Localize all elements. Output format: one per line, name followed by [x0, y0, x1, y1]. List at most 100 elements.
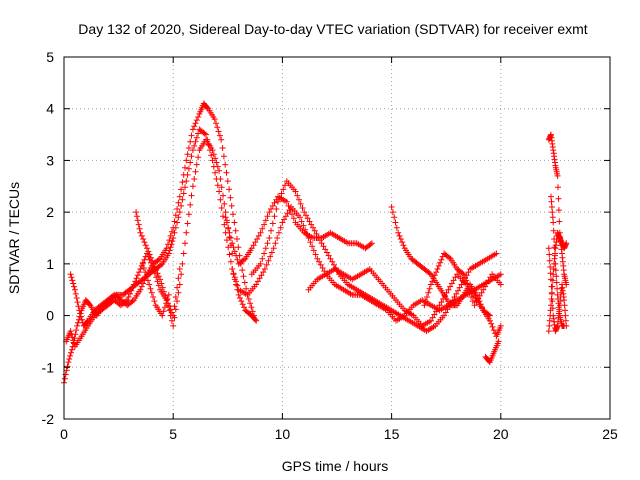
- data-point: [161, 304, 168, 311]
- data-point: [265, 257, 272, 264]
- data-points: [61, 100, 570, 386]
- data-point: [136, 269, 143, 276]
- data-point: [310, 247, 317, 254]
- data-point: [216, 132, 223, 139]
- y-tick-label: 3: [46, 152, 54, 168]
- data-point: [563, 240, 570, 247]
- data-point: [168, 309, 175, 316]
- data-point: [187, 159, 194, 166]
- data-point: [269, 202, 276, 209]
- data-point: [232, 227, 239, 234]
- series-track11: [421, 250, 493, 319]
- data-point: [299, 205, 306, 211]
- data-point: [146, 281, 153, 288]
- data-point: [553, 279, 560, 286]
- data-point: [304, 215, 311, 222]
- data-point: [227, 258, 234, 265]
- y-tick-label: 1: [46, 256, 54, 272]
- data-point: [155, 256, 162, 263]
- data-point: [216, 167, 223, 174]
- data-point: [393, 224, 400, 231]
- data-point: [433, 308, 440, 315]
- data-point: [128, 287, 135, 294]
- data-point: [171, 218, 178, 225]
- data-point: [64, 363, 71, 370]
- data-point: [314, 255, 321, 262]
- data-point: [175, 289, 182, 296]
- data-point: [142, 274, 149, 281]
- data-point: [426, 285, 433, 292]
- data-point: [451, 294, 458, 300]
- data-point: [561, 322, 568, 329]
- data-point: [253, 317, 260, 324]
- data-point: [231, 274, 238, 281]
- data-point: [239, 301, 246, 308]
- data-point: [160, 308, 167, 315]
- data-point: [547, 270, 554, 277]
- y-tick-label: -1: [42, 359, 55, 375]
- data-point: [452, 274, 459, 281]
- data-point: [389, 209, 396, 216]
- data-point: [549, 298, 556, 305]
- data-point: [189, 183, 196, 190]
- data-point: [211, 116, 218, 123]
- data-point: [123, 298, 129, 305]
- data-point: [234, 236, 240, 242]
- data-point: [195, 114, 202, 120]
- data-point: [134, 272, 141, 279]
- data-point: [555, 184, 561, 191]
- data-point: [259, 225, 266, 232]
- data-point: [240, 273, 247, 280]
- data-point: [75, 303, 82, 310]
- data-point: [546, 251, 553, 258]
- data-point: [449, 297, 456, 304]
- data-point: [261, 250, 268, 257]
- data-point: [183, 178, 190, 185]
- data-point: [182, 240, 188, 247]
- data-point: [234, 256, 241, 263]
- data-point: [460, 271, 467, 278]
- data-point: [187, 138, 194, 145]
- data-point: [397, 236, 404, 242]
- data-point: [261, 221, 268, 228]
- data-point: [166, 303, 173, 310]
- data-point: [551, 244, 558, 251]
- data-point: [478, 289, 485, 296]
- series-track6: [222, 193, 375, 267]
- x-tick-label: 10: [275, 426, 291, 442]
- data-point: [78, 316, 85, 323]
- data-point: [318, 240, 325, 247]
- data-point: [163, 300, 170, 307]
- data-point: [268, 206, 274, 212]
- data-point: [392, 219, 399, 226]
- data-point: [192, 168, 199, 175]
- data-point: [437, 259, 444, 266]
- x-axis-label: GPS time / hours: [282, 458, 389, 474]
- data-point: [124, 297, 131, 304]
- data-point: [231, 248, 238, 255]
- data-point: [552, 267, 559, 274]
- data-point: [170, 224, 177, 231]
- data-point: [422, 298, 429, 305]
- data-point: [180, 250, 187, 257]
- data-point: [445, 286, 452, 293]
- data-point: [214, 124, 221, 131]
- data-point: [69, 277, 76, 284]
- series-track12: [482, 338, 502, 366]
- data-point: [464, 280, 471, 287]
- data-point: [243, 285, 250, 292]
- data-point: [234, 282, 241, 289]
- data-point: [455, 287, 461, 294]
- data-point: [545, 245, 552, 252]
- data-point: [148, 289, 155, 296]
- data-point: [78, 313, 84, 320]
- data-point: [253, 281, 260, 288]
- data-point: [158, 261, 164, 268]
- data-point: [191, 123, 198, 130]
- data-point: [195, 154, 202, 161]
- data-point: [68, 349, 74, 356]
- data-point: [209, 147, 216, 154]
- data-point: [223, 169, 230, 176]
- data-point: [325, 252, 332, 259]
